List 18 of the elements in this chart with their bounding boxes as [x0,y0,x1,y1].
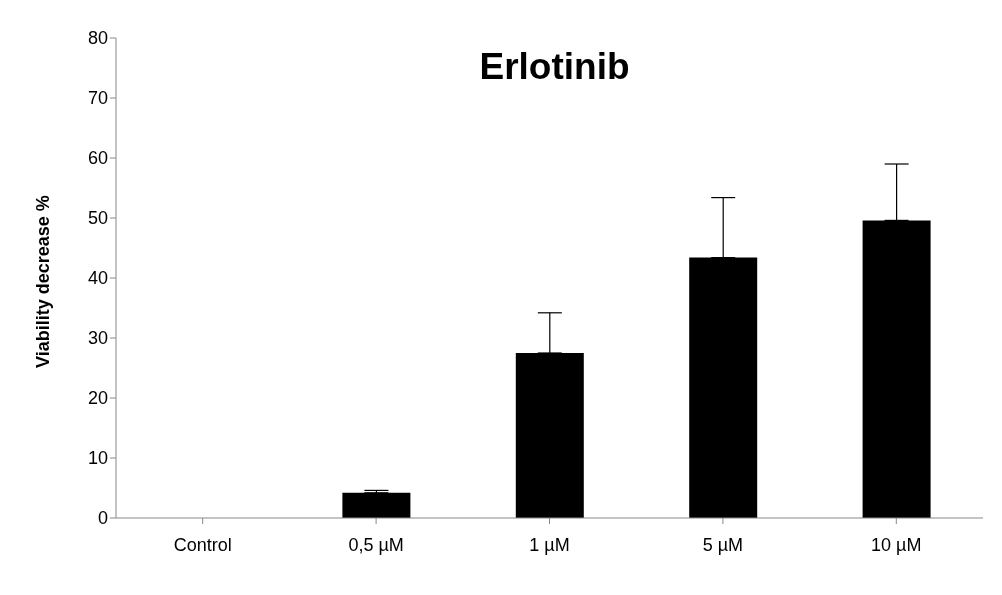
y-tick-label: 20 [87,388,108,409]
y-tick-label: 80 [87,28,108,49]
x-tick-label: 0,5 µM [348,534,404,555]
y-tick-label: 70 [87,88,108,109]
y-tick-label: 40 [87,268,108,289]
bar [342,492,411,518]
x-tick-label: 10 µM [871,534,922,555]
y-tick-label: 0 [97,508,108,529]
y-tick-label: 10 [87,448,108,469]
y-tick-label: 30 [87,328,108,349]
x-tick-label: Control [173,534,232,555]
y-tick-label: 60 [87,148,108,169]
chart-title: Erlotinib [479,46,630,87]
bar [515,353,584,518]
y-tick-label: 50 [87,208,108,229]
x-tick-label: 1 µM [529,534,570,555]
x-tick-label: 5 µM [702,534,744,555]
y-axis-title: Viability decrease % [33,195,54,368]
